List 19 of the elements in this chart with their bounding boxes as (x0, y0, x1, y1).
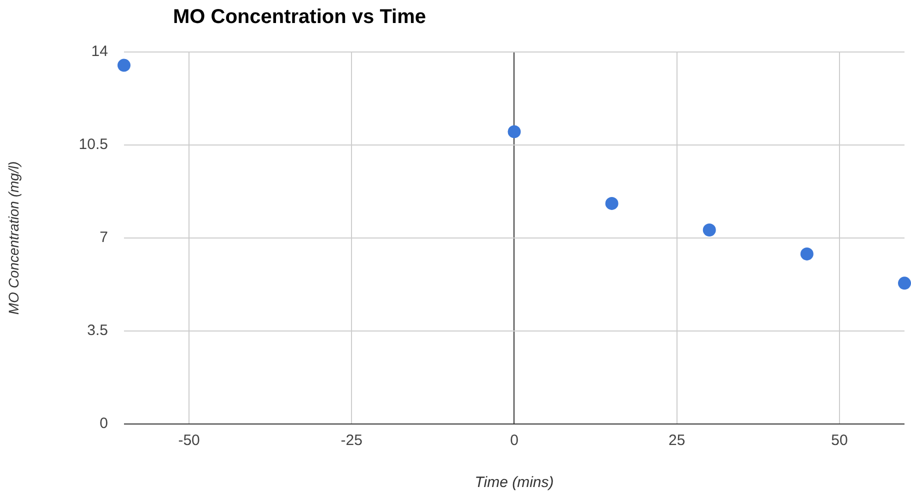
y-tick-label: 10.5 (78, 136, 108, 154)
y-tick-label: 14 (91, 43, 108, 60)
x-tick-label: -50 (178, 432, 200, 450)
point (117, 58, 130, 72)
point (898, 276, 911, 290)
point (605, 196, 618, 210)
point (800, 247, 814, 260)
point (508, 125, 521, 138)
y-tick-label: 7 (100, 229, 108, 246)
x-axis-title: Time (mins) (474, 474, 554, 492)
point (702, 224, 716, 237)
y-tick-label: 3.5 (87, 322, 108, 340)
y-axis-title: MO Concentration (mg/l) (5, 161, 22, 315)
x-tick-label: -25 (340, 432, 362, 450)
x-tick-label: 0 (510, 432, 518, 450)
y-tick-label: 0 (100, 415, 108, 432)
chart-title: MO Concentration vs Time (173, 6, 426, 29)
x-tick-label: 25 (668, 432, 686, 450)
x-tick-label: 50 (831, 432, 848, 450)
